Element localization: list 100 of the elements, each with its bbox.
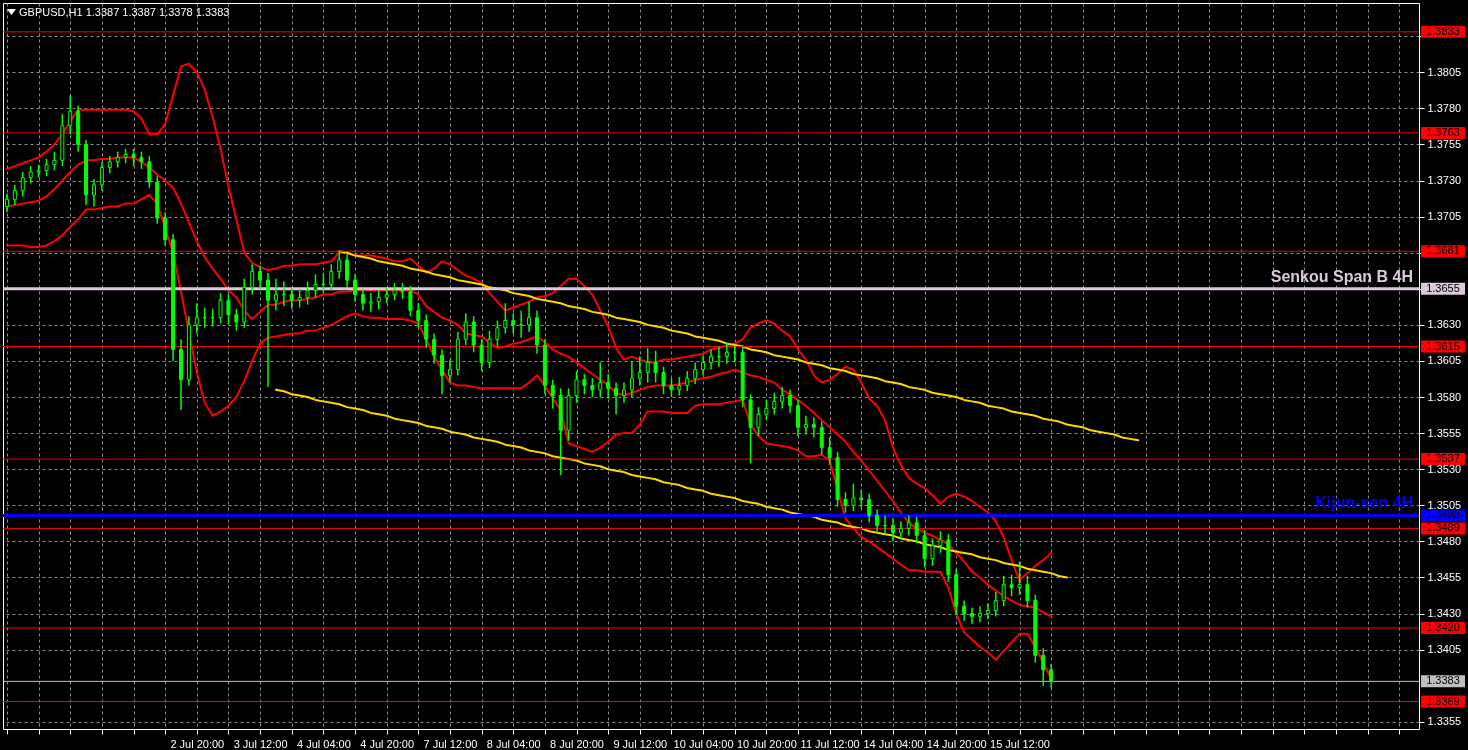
candlestick — [1009, 573, 1014, 597]
ref-line-label: 1.3655 — [1426, 281, 1460, 294]
x-tick-label: 15 Jul 12:00 — [990, 737, 1050, 750]
y-tick-label: 1.3480 — [1427, 534, 1462, 547]
candlestick — [447, 358, 452, 384]
y-tick-label: 1.3605 — [1427, 354, 1462, 367]
candlestick — [764, 399, 769, 421]
candlestick — [424, 314, 429, 349]
ref-line-label: 1.3537 — [1426, 452, 1460, 465]
chart-title: GBPUSD,H1 1.3387 1.3387 1.3378 1.3383 — [19, 6, 230, 18]
candlestick — [669, 377, 674, 398]
y-tick-label: 1.3355 — [1427, 715, 1462, 728]
ref-line-label: 1.3383 — [1426, 674, 1460, 687]
candlestick — [582, 373, 587, 395]
y-tick-label: 1.3780 — [1427, 101, 1462, 114]
candlestick — [471, 315, 476, 354]
candlestick — [637, 355, 642, 387]
candlestick — [226, 293, 231, 326]
candlestick — [693, 361, 698, 385]
candlestick — [629, 360, 634, 398]
x-tick-label: 8 Jul 04:00 — [486, 737, 541, 750]
candlestick — [52, 150, 57, 172]
candlestick — [701, 354, 706, 377]
candlestick — [329, 263, 334, 291]
candlestick — [218, 292, 223, 325]
candlestick — [91, 178, 96, 208]
candlestick — [898, 520, 903, 540]
y-tick-label: 1.3405 — [1427, 643, 1462, 656]
candlestick — [234, 308, 239, 332]
candlestick — [432, 332, 437, 365]
x-tick-label: 10 Jul 04:00 — [673, 737, 734, 750]
line-series — [338, 250, 1140, 442]
candlestick — [147, 155, 152, 189]
candlestick — [495, 319, 500, 348]
x-tick-label: 11 Jul 12:00 — [800, 737, 860, 750]
candlestick — [803, 415, 808, 436]
x-tick-label: 3 Jul 12:00 — [233, 737, 288, 750]
candlestick — [930, 537, 935, 567]
line-series — [274, 388, 1068, 579]
candlestick — [313, 273, 318, 299]
candlestick — [345, 253, 350, 289]
candlestick — [709, 348, 713, 371]
candlestick — [99, 161, 104, 192]
candlestick — [772, 391, 777, 416]
candlestick — [250, 263, 255, 296]
candlestick — [867, 492, 872, 524]
candlestick — [20, 171, 25, 198]
ref-line-label: 1.3681 — [1426, 244, 1460, 257]
ref-line-label: 1.3420 — [1426, 620, 1460, 633]
candlestick — [1049, 663, 1054, 690]
candlestick — [353, 273, 358, 303]
ref-line-label: 1.3489 — [1426, 521, 1460, 534]
candlestick — [416, 302, 421, 329]
x-tick-label: 4 Jul 20:00 — [360, 737, 415, 750]
candlestick — [962, 599, 967, 622]
x-tick-label: 4 Jul 04:00 — [296, 737, 351, 750]
x-tick-label: 8 Jul 20:00 — [550, 737, 604, 750]
x-tick-label: 14 Jul 20:00 — [926, 737, 987, 750]
candlestick — [266, 272, 271, 388]
candlestick — [819, 420, 824, 456]
candlestick — [440, 348, 445, 395]
candlestick — [859, 488, 864, 509]
y-tick-label: 1.3530 — [1427, 462, 1462, 475]
candlestick — [906, 514, 911, 537]
candlestick — [163, 211, 168, 247]
candlestick — [368, 292, 373, 313]
candlestick — [985, 602, 990, 621]
candlestick — [970, 607, 975, 625]
x-tick-label: 10 Jul 20:00 — [736, 737, 797, 750]
y-tick-label: 1.3430 — [1427, 607, 1462, 620]
y-tick-label: 1.3630 — [1427, 318, 1462, 331]
ref-line-label: 1.3369 — [1426, 694, 1460, 707]
candlestick — [724, 341, 729, 365]
candlestick — [258, 264, 263, 290]
candlestick — [337, 250, 342, 280]
candlestick — [1041, 647, 1046, 687]
candlestick — [550, 378, 555, 410]
candlestick — [376, 289, 381, 310]
ref-line-label: 1.3763 — [1426, 125, 1460, 138]
x-tick-label: 7 Jul 12:00 — [423, 737, 478, 750]
candlestick — [606, 373, 611, 400]
candlestick — [796, 399, 801, 437]
x-tick-label: 14 Jul 04:00 — [863, 737, 924, 750]
candlestick — [463, 312, 468, 346]
candlestick — [875, 508, 880, 534]
candlestick — [756, 406, 761, 437]
candlestick — [487, 329, 492, 369]
candlestick — [977, 605, 982, 623]
candlestick — [503, 302, 508, 335]
candlestick — [780, 386, 785, 410]
candlestick — [1017, 560, 1022, 596]
candlestick — [273, 277, 278, 312]
candlestick — [938, 530, 943, 554]
candlestick — [408, 285, 413, 317]
candlestick — [1001, 575, 1006, 608]
y-tick-label: 1.3555 — [1427, 426, 1462, 439]
ref-line-label: 1.3498 — [1426, 508, 1460, 521]
candlestick — [621, 381, 626, 404]
y-tick-label: 1.3505 — [1427, 498, 1462, 511]
candlestick — [922, 529, 927, 569]
